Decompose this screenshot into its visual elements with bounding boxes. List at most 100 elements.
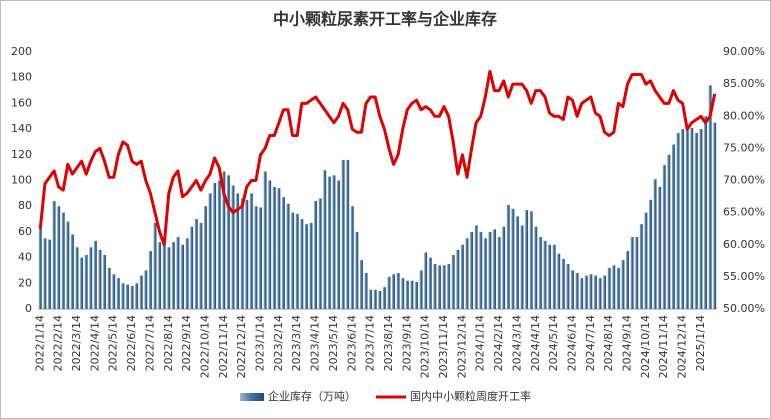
bar: [635, 237, 639, 309]
y2-tick-label: 85.00%: [723, 77, 765, 90]
bar: [479, 231, 483, 309]
x-tick-label: 2024/12/14: [676, 315, 689, 378]
bar: [515, 216, 519, 309]
y-tick-label: 120: [11, 148, 32, 161]
bar: [66, 221, 70, 309]
bar: [337, 180, 340, 309]
x-tick-label: 2023/12/14: [455, 315, 468, 378]
bar: [561, 258, 565, 309]
bar: [213, 183, 217, 309]
bar: [327, 176, 331, 309]
y-tick-label: 20: [18, 276, 32, 289]
bar: [639, 224, 643, 309]
bar: [277, 188, 281, 309]
bar: [538, 237, 542, 309]
bar: [125, 284, 129, 309]
bar: [534, 226, 538, 309]
bar: [295, 213, 299, 309]
x-tick-label: 2024/2/14: [492, 315, 505, 371]
bar: [447, 264, 451, 309]
bar: [208, 193, 212, 309]
bar: [616, 267, 620, 309]
y-tick-label: 80: [18, 199, 32, 212]
x-tick-label: 2023/8/14: [382, 315, 395, 371]
legend-label: 企业库存（万吨）: [268, 389, 356, 403]
x-tick-label: 2024/8/14: [602, 315, 615, 371]
bar: [699, 129, 703, 309]
bar: [263, 171, 267, 309]
bar: [607, 267, 611, 309]
bar: [575, 273, 579, 309]
x-tick-label: 2022/1/14: [33, 315, 46, 371]
y-tick-label: 200: [11, 45, 32, 58]
bar: [98, 249, 102, 309]
bar: [135, 283, 139, 309]
bar: [644, 212, 648, 309]
bar: [93, 240, 97, 309]
bar: [355, 231, 359, 309]
bar: [662, 165, 666, 309]
bar: [318, 198, 322, 309]
bar: [130, 285, 134, 309]
bar: [685, 126, 689, 309]
bar: [89, 247, 93, 309]
x-tick-label: 2022/5/14: [107, 315, 120, 371]
bar: [203, 206, 207, 309]
y-tick-label: 40: [18, 251, 32, 264]
bar: [552, 244, 556, 309]
bar: [359, 260, 363, 309]
bar: [483, 238, 487, 309]
bar: [346, 159, 350, 309]
bar: [291, 212, 295, 309]
bar: [80, 257, 84, 309]
x-tick-label: 2022/11/14: [217, 315, 230, 378]
x-tick-label: 2024/11/14: [657, 315, 670, 378]
bar: [571, 270, 574, 309]
bar: [419, 270, 423, 309]
bar: [236, 193, 240, 309]
bar: [199, 222, 203, 309]
bar: [401, 278, 405, 309]
bar: [437, 265, 441, 309]
bar: [323, 170, 327, 309]
y2-tick-label: 55.00%: [723, 270, 765, 283]
x-tick-label: 2023/3/14: [290, 315, 303, 371]
y2-tick-label: 65.00%: [723, 206, 765, 219]
bar: [341, 159, 345, 309]
bar: [598, 278, 602, 309]
bar: [566, 264, 570, 309]
bar: [116, 278, 120, 309]
bar: [373, 289, 377, 309]
bar: [593, 275, 597, 309]
bar: [456, 249, 460, 309]
bar: [332, 175, 336, 309]
bar: [474, 225, 478, 309]
bar: [249, 193, 253, 309]
bar: [603, 275, 607, 309]
bar: [38, 226, 42, 309]
bar: [176, 237, 180, 309]
y-tick-label: 60: [18, 225, 32, 238]
bar: [153, 222, 157, 309]
bar: [428, 257, 432, 309]
bar: [488, 231, 492, 309]
x-tick-label: 2022/4/14: [88, 315, 101, 371]
bar: [649, 199, 652, 309]
bar: [181, 244, 184, 309]
bar: [84, 255, 88, 309]
y2-tick-label: 90.00%: [723, 45, 765, 58]
x-tick-label: 2022/2/14: [52, 315, 65, 371]
x-tick-label: 2023/9/14: [400, 315, 413, 371]
x-tick-label: 2023/4/14: [309, 315, 322, 371]
y2-tick-label: 60.00%: [723, 238, 765, 251]
bar: [139, 275, 143, 309]
bar: [465, 238, 469, 309]
bar: [231, 185, 235, 309]
y2-tick-label: 50.00%: [723, 302, 765, 315]
bar: [226, 175, 230, 309]
bar: [217, 180, 221, 309]
bar: [43, 238, 47, 309]
x-tick-label: 2024/9/14: [621, 315, 634, 371]
bar: [506, 204, 510, 309]
